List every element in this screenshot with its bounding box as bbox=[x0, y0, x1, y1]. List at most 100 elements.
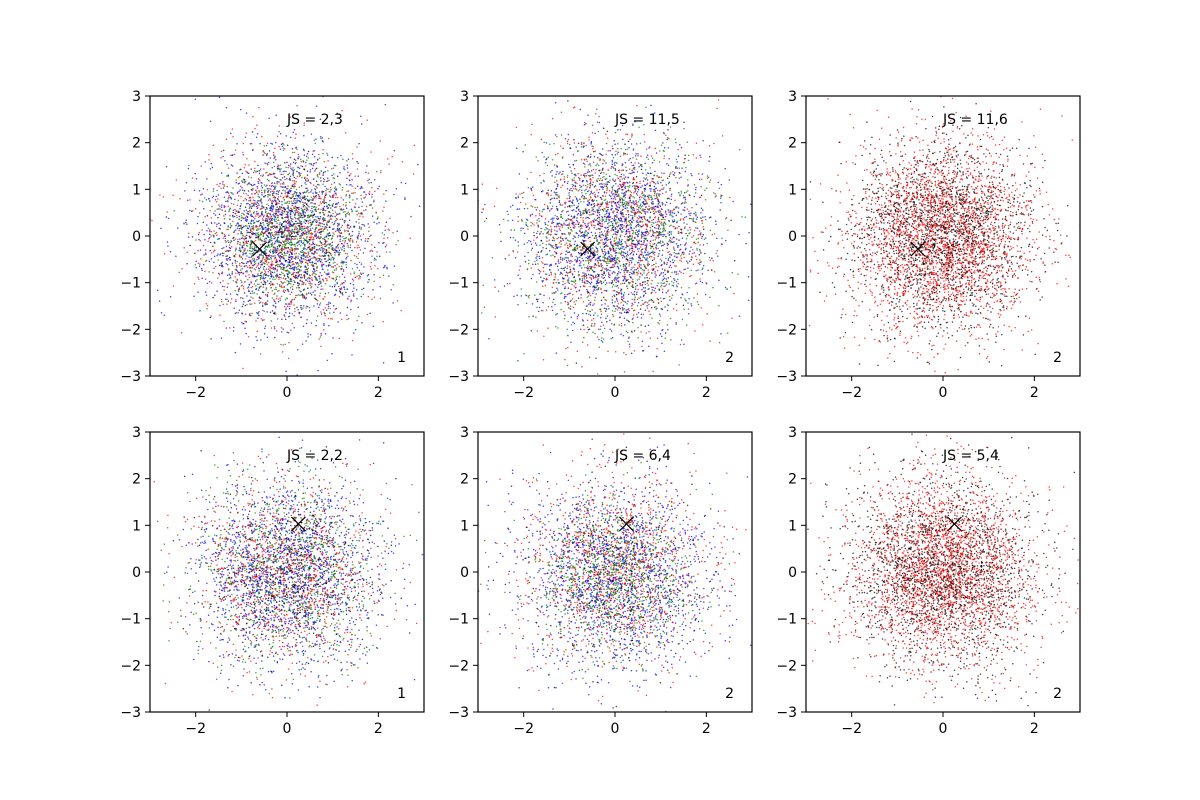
scatter-point-series-3 bbox=[320, 137, 322, 140]
scatter-point-series-1 bbox=[300, 254, 303, 257]
scatter-point-series-2 bbox=[350, 273, 352, 275]
scatter-point-series-2 bbox=[242, 285, 245, 288]
scatter-point-series-1 bbox=[259, 266, 262, 268]
scatter-point-series-2 bbox=[320, 334, 322, 336]
scatter-point-series-3 bbox=[299, 289, 301, 292]
scatter-point-series-4 bbox=[262, 221, 264, 224]
scatter-point-series-1 bbox=[570, 341, 572, 344]
scatter-point-series-3 bbox=[256, 229, 258, 231]
scatter-point-series-2 bbox=[256, 205, 259, 207]
scatter-point-series-1 bbox=[257, 312, 259, 314]
scatter-point-series-3 bbox=[306, 216, 309, 219]
scatter-point-series-2 bbox=[282, 244, 284, 246]
scatter-point-series-4 bbox=[300, 185, 303, 187]
scatter-point-series-2 bbox=[369, 265, 372, 268]
scatter-point-series-2 bbox=[396, 300, 399, 302]
scatter-point-series-3 bbox=[216, 189, 218, 192]
scatter-point-series-1 bbox=[306, 240, 308, 242]
scatter-point-series-2 bbox=[363, 209, 365, 212]
scatter-point-series-1 bbox=[274, 247, 276, 249]
scatter-point-series-2 bbox=[283, 234, 286, 236]
scatter-point-series-2 bbox=[280, 343, 282, 346]
scatter-point-series-2 bbox=[339, 205, 341, 208]
scatter-point-series-2 bbox=[246, 242, 249, 245]
scatter-point-series-3 bbox=[233, 230, 236, 232]
scatter-point-series-1 bbox=[306, 319, 308, 321]
scatter-point-series-1 bbox=[346, 164, 349, 166]
scatter-point-series-1 bbox=[268, 227, 270, 230]
scatter-point-series-3 bbox=[275, 220, 277, 223]
scatter-point-series-1 bbox=[293, 314, 295, 317]
scatter-point-series-4 bbox=[265, 252, 267, 254]
scatter-point-series-2 bbox=[254, 127, 256, 130]
scatter-point-series-3 bbox=[297, 214, 300, 216]
scatter-point-series-4 bbox=[262, 154, 264, 156]
scatter-point-series-2 bbox=[294, 225, 297, 228]
scatter-point-series-3 bbox=[334, 186, 337, 188]
scatter-point-series-1 bbox=[199, 249, 202, 251]
scatter-point-series-2 bbox=[220, 298, 223, 301]
scatter-point-series-4 bbox=[275, 261, 278, 263]
scatter-point-series-3 bbox=[281, 245, 283, 248]
scatter-point-series-1 bbox=[237, 240, 239, 243]
scatter-point-series-4 bbox=[221, 252, 224, 254]
scatter-point-series-2 bbox=[324, 240, 327, 242]
js-annotation: JS = 2,3 bbox=[286, 112, 343, 128]
scatter-point-series-3 bbox=[596, 163, 598, 165]
scatter-point-series-1 bbox=[241, 187, 243, 189]
scatter-point-series-2 bbox=[248, 314, 251, 317]
scatter-point-series-3 bbox=[622, 293, 625, 296]
scatter-point-series-1 bbox=[244, 327, 246, 330]
scatter-point-series-3 bbox=[272, 251, 275, 254]
scatter-point-series-3 bbox=[268, 258, 271, 260]
scatter-point-series-3 bbox=[273, 217, 276, 219]
scatter-point-series-3 bbox=[695, 238, 698, 240]
scatter-point-series-2 bbox=[573, 301, 575, 303]
scatter-point-series-2 bbox=[219, 314, 221, 316]
scatter-point-series-3 bbox=[297, 263, 300, 265]
scatter-point-series-4 bbox=[294, 235, 296, 238]
scatter-point-series-2 bbox=[310, 196, 313, 199]
scatter-point-series-4 bbox=[535, 298, 538, 301]
scatter-point-series-2 bbox=[629, 248, 631, 250]
scatter-point-series-4 bbox=[229, 226, 232, 229]
scatter-point-series-1 bbox=[609, 269, 611, 272]
scatter-point-series-3 bbox=[208, 271, 210, 273]
scatter-point-series-2 bbox=[262, 302, 264, 304]
scatter-point-series-4 bbox=[305, 322, 308, 325]
scatter-point-series-1 bbox=[217, 253, 219, 255]
scatter-point-series-2 bbox=[252, 216, 255, 218]
scatter-point-series-2 bbox=[243, 166, 246, 169]
scatter-point-series-2 bbox=[544, 273, 547, 276]
scatter-point-series-2 bbox=[599, 224, 601, 227]
scatter-point-series-2 bbox=[287, 251, 289, 253]
scatter-point-series-3 bbox=[368, 182, 370, 184]
scatter-point-series-3 bbox=[640, 212, 643, 214]
scatter-point-series-2 bbox=[329, 186, 332, 189]
scatter-point-series-1 bbox=[204, 291, 207, 293]
scatter-point-series-1 bbox=[338, 290, 341, 292]
scatter-point-series-1 bbox=[280, 331, 283, 333]
scatter-point-series-4 bbox=[243, 189, 246, 192]
scatter-point-series-2 bbox=[323, 201, 325, 204]
scatter-point-series-3 bbox=[266, 203, 268, 205]
scatter-point-series-4 bbox=[373, 246, 376, 249]
scatter-point-series-1 bbox=[355, 221, 357, 223]
scatter-point-series-3 bbox=[290, 240, 292, 242]
scatter-point-series-2 bbox=[330, 318, 332, 320]
scatter-point-series-3 bbox=[595, 200, 598, 202]
scatter-point-series-2 bbox=[279, 251, 281, 253]
scatter-point-series-3 bbox=[274, 226, 277, 229]
scatter-point-series-3 bbox=[331, 244, 334, 247]
scatter-point-series-2 bbox=[337, 243, 340, 245]
scatter-point-series-3 bbox=[330, 266, 333, 268]
scatter-point-series-3 bbox=[380, 169, 382, 172]
scatter-point-series-2 bbox=[345, 204, 347, 206]
scatter-point-series-2 bbox=[226, 303, 228, 305]
scatter-point-series-4 bbox=[225, 241, 227, 243]
scatter-point-series-2 bbox=[295, 177, 297, 179]
scatter-point-series-1 bbox=[254, 234, 257, 236]
scatter-point-series-1 bbox=[373, 179, 376, 181]
scatter-point-series-1 bbox=[704, 215, 706, 218]
